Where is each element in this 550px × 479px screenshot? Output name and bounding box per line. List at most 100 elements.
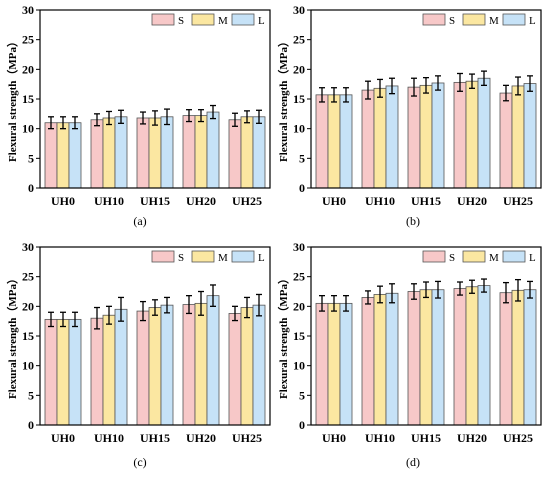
legend-swatch-M — [191, 13, 215, 26]
legend-swatch-M — [462, 250, 486, 263]
y-tick-label: 10 — [22, 122, 34, 136]
x-tick-label: UH10 — [365, 431, 395, 445]
bar-L-UH15 — [431, 289, 445, 426]
legend-label-M: M — [218, 252, 228, 264]
legend-swatch-L — [231, 250, 255, 263]
y-tick-label: 5 — [299, 388, 305, 402]
x-tick-label: UH25 — [232, 431, 262, 445]
bar-L-UH0 — [339, 302, 353, 426]
bar-L-UH25 — [252, 116, 266, 189]
bar-M-UH25 — [240, 116, 254, 189]
bar-L-UH20 — [477, 77, 491, 189]
legend-swatch-L — [231, 13, 255, 26]
panel-label: (c) — [133, 455, 146, 469]
bar-M-UH10 — [102, 117, 116, 189]
bar-S-UH15 — [136, 117, 150, 189]
bar-L-UH0 — [68, 122, 82, 189]
bar-L-UH25 — [523, 289, 537, 426]
panel-label: (d) — [406, 455, 420, 469]
bar-S-UH15 — [407, 291, 421, 426]
y-axis-label: Flexural strength（MPa） — [6, 273, 19, 399]
bar-M-UH15 — [419, 84, 433, 189]
bar-L-UH20 — [477, 285, 491, 426]
legend-label-M: M — [489, 15, 499, 27]
bar-S-UH25 — [228, 313, 242, 426]
bar-M-UH10 — [373, 294, 387, 426]
legend-swatch-S — [422, 250, 446, 263]
legend-label-M: M — [218, 15, 228, 27]
x-tick-label: UH25 — [503, 431, 533, 445]
y-axis-label: Flexural strength（MPa） — [277, 273, 290, 399]
bar-M-UH0 — [56, 318, 70, 426]
y-tick-label: 10 — [293, 359, 305, 373]
bar-S-UH20 — [453, 288, 467, 426]
legend-label-S: S — [449, 15, 455, 27]
plot-frame — [310, 246, 542, 426]
y-tick-label: 10 — [22, 359, 34, 373]
bar-L-UH20 — [206, 111, 220, 189]
y-tick-label: 10 — [293, 122, 305, 136]
legend-swatch-M — [462, 13, 486, 26]
panel-label: (b) — [406, 214, 420, 228]
x-tick-label: UH20 — [186, 431, 216, 445]
chart-panel-4: 0 5 10 15 20 25 30 Flexural strength（MPa） UH0 UH1… — [277, 240, 542, 469]
x-tick-label: UH15 — [140, 194, 170, 208]
legend-swatch-S — [422, 13, 446, 26]
bar-M-UH0 — [327, 302, 341, 426]
bar-M-UH0 — [56, 122, 70, 189]
y-tick-label: 0 — [28, 181, 34, 195]
bar-S-UH10 — [361, 297, 375, 426]
bar-S-UH10 — [90, 317, 104, 426]
chart-panel-3: 0 5 10 15 20 25 30 Flexural strength（MPa） UH0 UH1… — [6, 240, 271, 469]
y-axis-label: Flexural strength（MPa） — [277, 36, 290, 162]
legend-label-L: L — [529, 252, 536, 264]
legend-label-S: S — [178, 15, 184, 27]
legend-label-S: S — [449, 252, 455, 264]
legend-label-S: S — [178, 252, 184, 264]
bar-S-UH0 — [315, 302, 329, 426]
x-tick-label: UH25 — [232, 194, 262, 208]
bar-L-UH20 — [206, 295, 220, 426]
bar-L-UH10 — [385, 292, 399, 426]
bar-S-UH10 — [90, 119, 104, 189]
x-tick-label: UH25 — [503, 194, 533, 208]
y-tick-label: 15 — [293, 92, 305, 106]
bar-S-UH15 — [407, 86, 421, 189]
y-tick-label: 5 — [28, 151, 34, 165]
bar-S-UH0 — [44, 318, 58, 426]
x-tick-label: UH15 — [411, 431, 441, 445]
bar-L-UH15 — [160, 116, 174, 189]
bar-M-UH15 — [148, 117, 162, 189]
legend-label-L: L — [529, 15, 536, 27]
legend-swatch-S — [151, 13, 175, 26]
legend-swatch-M — [191, 250, 215, 263]
x-tick-label: UH0 — [322, 194, 346, 208]
bar-L-UH25 — [252, 304, 266, 426]
y-tick-label: 25 — [293, 33, 305, 47]
bar-S-UH0 — [315, 94, 329, 189]
bar-M-UH10 — [102, 314, 116, 426]
y-tick-label: 20 — [22, 299, 34, 313]
bar-M-UH20 — [194, 115, 208, 189]
y-tick-label: 20 — [293, 299, 305, 313]
bar-M-UH15 — [148, 307, 162, 426]
bar-M-UH20 — [194, 302, 208, 426]
plot-frame — [310, 9, 542, 189]
bar-S-UH25 — [228, 119, 242, 189]
bar-L-UH0 — [68, 318, 82, 426]
y-tick-label: 25 — [293, 270, 305, 284]
y-tick-label: 25 — [22, 270, 34, 284]
x-tick-label: UH0 — [322, 431, 346, 445]
x-tick-label: UH0 — [51, 431, 75, 445]
bar-S-UH20 — [453, 81, 467, 189]
chart-panel-2: 0 5 10 15 20 25 30 Flexural strength（MPa） UH0 UH1… — [277, 3, 542, 228]
bar-L-UH10 — [114, 308, 128, 426]
y-tick-label: 30 — [293, 240, 305, 254]
bar-S-UH0 — [44, 122, 58, 189]
bar-M-UH25 — [511, 85, 525, 189]
panel-label: (a) — [133, 214, 146, 228]
